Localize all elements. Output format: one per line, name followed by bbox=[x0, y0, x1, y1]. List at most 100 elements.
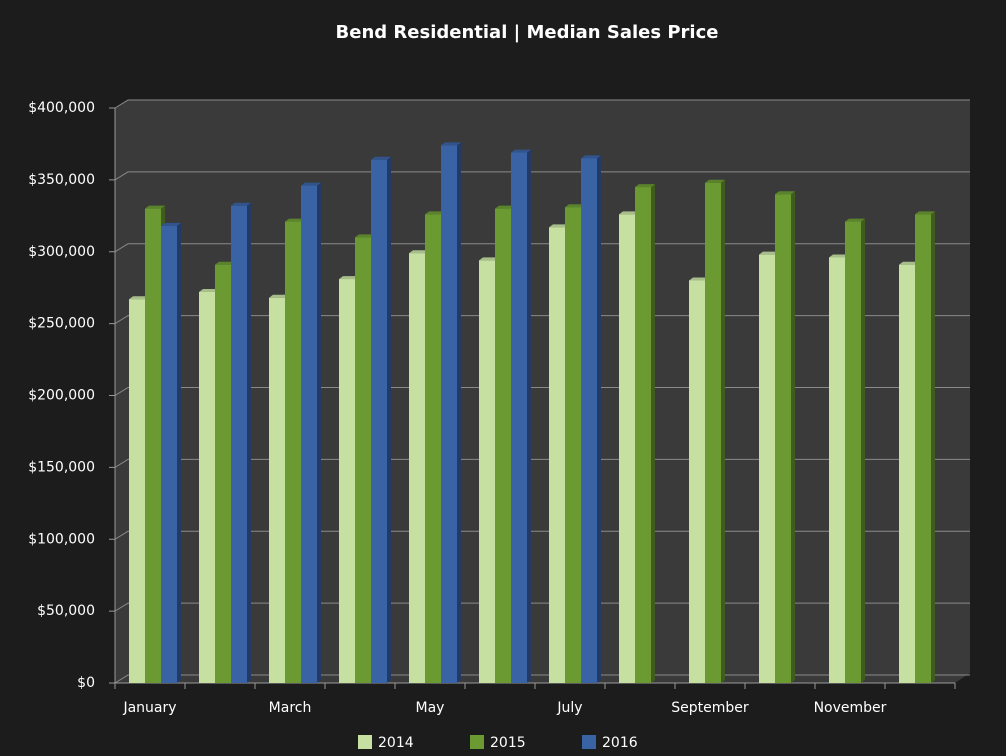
y-tick-label: $100,000 bbox=[28, 531, 95, 547]
bar-top bbox=[441, 142, 461, 146]
bar-top bbox=[215, 261, 235, 265]
bar-top bbox=[285, 218, 305, 222]
bar-top bbox=[581, 155, 601, 159]
bar-top bbox=[355, 234, 375, 238]
bar-top bbox=[899, 261, 919, 265]
bar bbox=[495, 208, 511, 683]
bar bbox=[705, 182, 721, 683]
bar-top bbox=[339, 276, 359, 280]
bar-top bbox=[829, 254, 849, 258]
x-tick-label: May bbox=[416, 700, 445, 716]
bar bbox=[409, 253, 425, 683]
bar-top bbox=[425, 211, 445, 215]
x-tick-label: September bbox=[671, 700, 749, 716]
bar-side bbox=[791, 191, 795, 683]
y-tick-label: $0 bbox=[77, 675, 95, 691]
bar bbox=[371, 159, 387, 683]
bar-top bbox=[371, 156, 391, 160]
bar-top bbox=[775, 191, 795, 195]
bar bbox=[285, 221, 301, 683]
bar bbox=[581, 158, 597, 683]
bar bbox=[845, 221, 861, 683]
y-tick-label: $400,000 bbox=[28, 100, 95, 116]
bar bbox=[215, 264, 231, 683]
bar-side bbox=[931, 211, 935, 683]
bar-top bbox=[129, 296, 149, 300]
bar bbox=[915, 214, 931, 683]
bar-top bbox=[269, 294, 289, 298]
bar-top bbox=[759, 251, 779, 255]
bar-side bbox=[457, 142, 461, 683]
bar bbox=[759, 254, 775, 683]
bar-top bbox=[635, 184, 655, 188]
y-tick-label: $250,000 bbox=[28, 316, 95, 332]
bar bbox=[829, 257, 845, 683]
bar bbox=[301, 185, 317, 683]
bar bbox=[479, 260, 495, 683]
bar bbox=[269, 297, 285, 683]
y-tick-label: $150,000 bbox=[28, 459, 95, 475]
bar bbox=[635, 187, 651, 683]
bar-side bbox=[527, 149, 531, 683]
bar-side bbox=[721, 179, 725, 683]
bar bbox=[129, 299, 145, 683]
legend-label: 2015 bbox=[490, 735, 526, 751]
plot-wall bbox=[115, 100, 970, 683]
bar-side bbox=[387, 156, 391, 683]
x-tick-label: November bbox=[814, 700, 887, 716]
bar-top bbox=[199, 289, 219, 292]
grid-line bbox=[114, 99, 970, 109]
legend-swatch bbox=[358, 735, 372, 749]
bar bbox=[199, 292, 215, 683]
bar bbox=[231, 205, 247, 683]
bar-top bbox=[689, 277, 709, 281]
grid-line bbox=[114, 171, 970, 181]
bar-side bbox=[317, 182, 321, 683]
bar-side bbox=[597, 155, 601, 683]
bar bbox=[899, 264, 915, 683]
bar-top bbox=[915, 211, 935, 215]
bar-top bbox=[301, 182, 321, 186]
legend-label: 2014 bbox=[378, 735, 414, 751]
bar bbox=[339, 279, 355, 683]
bar bbox=[441, 145, 457, 683]
bar bbox=[549, 227, 565, 683]
bar-top bbox=[231, 202, 251, 206]
bar-top bbox=[495, 205, 515, 209]
x-tick-label: July bbox=[556, 700, 582, 716]
bar-top bbox=[409, 250, 429, 254]
bar bbox=[619, 214, 635, 683]
legend-swatch bbox=[470, 735, 484, 749]
bar-top bbox=[479, 257, 499, 261]
bar-top bbox=[161, 222, 181, 226]
bar bbox=[511, 152, 527, 683]
bar-side bbox=[861, 218, 865, 683]
bar bbox=[161, 225, 177, 683]
bar-top bbox=[619, 211, 639, 215]
bar-top bbox=[145, 205, 165, 209]
bar-top bbox=[845, 218, 865, 222]
bar-top bbox=[705, 179, 725, 183]
y-tick-label: $300,000 bbox=[28, 244, 95, 260]
x-tick-label: March bbox=[269, 700, 312, 716]
bar-top bbox=[511, 149, 531, 153]
bar bbox=[689, 280, 705, 683]
y-tick-label: $50,000 bbox=[37, 603, 95, 619]
bar bbox=[565, 207, 581, 683]
legend-label: 2016 bbox=[602, 735, 638, 751]
grid-line bbox=[114, 243, 970, 253]
bar-top bbox=[565, 204, 585, 208]
bar-side bbox=[177, 222, 181, 683]
bar bbox=[355, 237, 371, 683]
bar bbox=[425, 214, 441, 683]
y-tick-label: $350,000 bbox=[28, 172, 95, 188]
bar-top bbox=[549, 224, 569, 228]
chart-title: Bend Residential | Median Sales Price bbox=[336, 22, 719, 43]
legend-swatch bbox=[582, 735, 596, 749]
bar bbox=[145, 208, 161, 683]
y-tick-label: $200,000 bbox=[28, 388, 95, 404]
bar-side bbox=[247, 202, 251, 683]
bar bbox=[775, 194, 791, 683]
x-tick-label: January bbox=[122, 700, 176, 716]
